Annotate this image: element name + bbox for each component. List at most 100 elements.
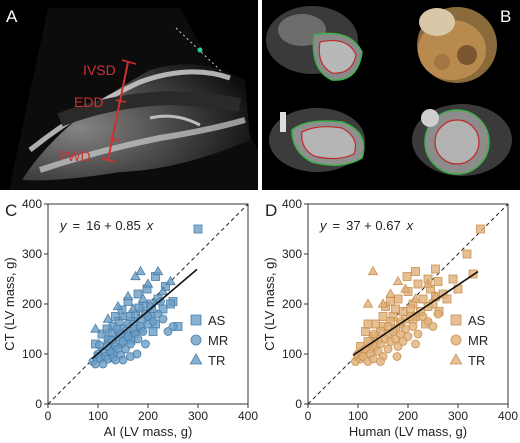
data-point [433,277,443,286]
data-point [392,275,404,286]
data-point [193,224,203,234]
legend-marker [450,334,462,346]
legend-marker [190,314,202,326]
data-point [448,274,458,284]
data-point [141,339,150,349]
identity-line [307,203,509,405]
data-point [157,285,169,296]
scale-marker-icon [197,47,203,53]
data-point [368,354,378,364]
y-tick-label: 400 [282,197,302,211]
data-point [107,335,117,345]
data-point [413,279,423,289]
data-point [90,323,101,333]
legend-label: AS [208,313,226,328]
data-point [148,327,158,336]
data-point [102,313,114,323]
panel-label-a: A [6,7,18,26]
y-tick-label: 0 [295,397,302,411]
data-point [165,275,176,286]
legend-label: AS [468,313,486,328]
data-point [402,272,412,281]
data-point [378,312,388,321]
legend-marker [189,353,203,365]
y-axis-label: CT (LV mass, g) [2,257,17,350]
data-point [133,289,143,299]
scatter-plot-d: D 00 100 100 200 200 300 300 400 400 y = 37 + 0.67 x… [262,197,518,439]
data-point [398,307,408,316]
data-point [476,224,485,234]
legend-label: MR [208,333,228,348]
panel-label-b: B [500,7,511,26]
x-tick-label: 200 [138,409,158,423]
data-point [422,278,434,288]
x-axis-label: Human (LV mass, g) [349,424,467,439]
data-point [362,298,374,308]
regression-line [91,268,198,360]
data-point [135,265,146,276]
x-tick-label: 0 [305,409,312,423]
data-point [371,319,380,329]
data-point [391,304,400,314]
data-point [112,300,124,311]
legend-label: TR [468,353,485,368]
data-point [413,329,423,339]
data-point [158,314,168,324]
data-point [411,339,420,349]
data-point [148,317,158,326]
y-tick-label: 300 [282,247,302,261]
data-point [410,293,421,303]
y-tick-label: 200 [22,297,42,311]
data-point [376,357,385,366]
y-tick-label: 100 [22,347,42,361]
data-point [411,267,420,276]
legend-marker [449,353,463,365]
ct-image: B [266,6,512,176]
data-point [117,310,129,321]
data-point [406,304,415,314]
data-point [123,319,133,329]
x-tick-label: 0 [45,409,52,423]
data-point [132,349,142,359]
legend-label: MR [468,333,488,348]
panel-label-d: D [265,201,277,220]
ct-panel: B [262,0,520,190]
y-tick-label: 0 [35,397,42,411]
data-point [363,319,373,329]
y-tick-label: 200 [282,297,302,311]
data-point [418,294,428,304]
legend-label: TR [208,353,225,368]
data-point [401,324,410,334]
y-tick-label: 400 [22,197,42,211]
data-point [152,265,164,276]
echo-image: IVSD EDD PWD A [6,7,258,190]
data-point [423,302,433,311]
echo-label-edd: EDD [74,94,104,110]
data-point [392,352,402,361]
data-point [168,322,178,331]
legend-marker [450,314,462,326]
echo-label-pwd: PWD [58,148,91,164]
data-point [433,309,443,319]
data-point [126,339,135,349]
panel-label-c: C [5,201,17,220]
data-point [123,332,133,341]
y-axis-label: CT (LV mass, g) [262,257,277,350]
data-point [138,327,148,336]
data-point [442,294,452,304]
data-point [122,290,134,301]
x-tick-label: 300 [188,409,208,423]
data-point [142,278,154,288]
regression-line [352,270,479,357]
data-point [127,303,139,313]
data-point [383,322,393,331]
data-point [98,359,108,369]
echo-panel: IVSD EDD PWD A [0,0,258,190]
y-tick-label: 100 [282,347,302,361]
x-tick-label: 300 [448,409,468,423]
data-point [111,355,120,365]
x-tick-label: 100 [348,409,368,423]
data-point [428,322,438,331]
data-point [462,249,472,259]
data-point [400,283,411,293]
